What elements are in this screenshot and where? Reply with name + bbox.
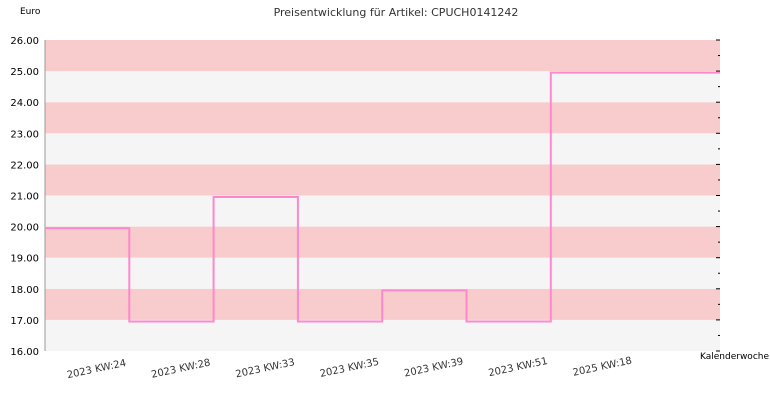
x-axis: 2023 KW:24 2023 KW:28 2023 KW:33 2023 KW:35…: [66, 356, 633, 382]
band-3: [45, 226, 720, 258]
price-series: [45, 71, 720, 323]
y-tick-label: 26.00: [10, 36, 39, 47]
y-tick-label: 22.00: [10, 160, 39, 171]
band-5: [45, 164, 720, 196]
x-tick-label: 2023 KW:24: [66, 358, 127, 381]
x-tick-label: 2023 KW:39: [403, 356, 464, 379]
y-axis: 16.00 17.00 18.00 19.00 20.00 21.00 22.00 23.00…: [10, 36, 46, 358]
y-tick-label: 19.00: [10, 254, 39, 265]
band-8: [45, 71, 720, 103]
y-tick-label: 24.00: [10, 98, 39, 109]
y-tick-label: 17.00: [10, 316, 39, 327]
price-line: [45, 71, 720, 323]
x-tick-label: 2023 KW:51: [488, 356, 549, 379]
x-tick-label: 2023 KW:33: [235, 357, 296, 380]
y-tick-label: 25.00: [10, 67, 39, 78]
band-4: [45, 195, 720, 227]
x-axis-label: Kalenderwoche: [700, 352, 769, 362]
band-7: [45, 102, 720, 134]
band-0: [45, 319, 720, 351]
plot-background-bands: [45, 40, 720, 351]
x-tick-label: 2023 KW:28: [150, 358, 211, 381]
y-axis-label: Euro: [20, 7, 41, 17]
y-tick-label: 23.00: [10, 129, 39, 140]
y-tick-label: 20.00: [10, 223, 39, 234]
band-6: [45, 133, 720, 165]
band-9: [45, 40, 720, 72]
x-tick-label: 2025 KW:18: [572, 356, 633, 379]
band-2: [45, 257, 720, 289]
y-tick-label: 18.00: [10, 285, 39, 296]
right-axis-ticks: [716, 39, 720, 352]
chart-title: Preisentwicklung für Artikel: CPUCH01412…: [274, 6, 519, 19]
y-tick-label: 16.00: [10, 347, 39, 358]
y-tick-label: 21.00: [10, 192, 39, 203]
x-tick-label: 2023 KW:35: [319, 357, 380, 380]
